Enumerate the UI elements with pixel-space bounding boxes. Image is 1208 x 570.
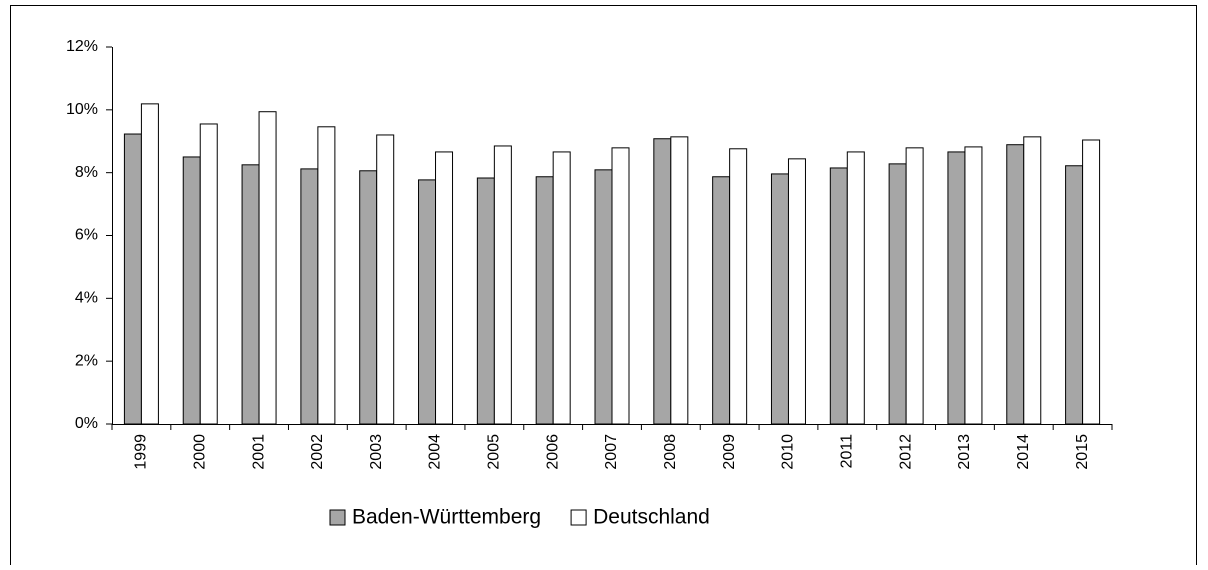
- bar: [199, 123, 218, 425]
- bar: [376, 134, 395, 425]
- x-tick-label: 2007: [603, 434, 620, 470]
- x-tick-label: 2003: [368, 434, 385, 470]
- x-tick-label: 2005: [486, 434, 503, 470]
- bar: [1082, 139, 1101, 425]
- bar: [1023, 136, 1042, 425]
- bar: [123, 133, 142, 425]
- x-tick-label: 2001: [250, 434, 267, 470]
- x-tick-label: 2000: [191, 434, 208, 470]
- y-tick-label: 8%: [75, 164, 98, 181]
- bar: [258, 111, 277, 425]
- x-tick-label: 2011: [839, 434, 856, 469]
- bar: [535, 176, 554, 425]
- bar: [905, 147, 924, 425]
- bar: [947, 151, 966, 425]
- x-tick-label: 2015: [1074, 434, 1091, 470]
- bar: [1065, 165, 1084, 425]
- bar: [670, 136, 689, 425]
- bar: [1006, 144, 1025, 425]
- bar: [552, 151, 571, 425]
- y-tick-label: 6%: [75, 227, 98, 244]
- x-tick-label: 2012: [897, 434, 914, 470]
- x-tick-label: 2009: [721, 434, 738, 470]
- x-tick-label: 2014: [1015, 434, 1032, 470]
- bar: [712, 176, 731, 425]
- legend-label: Baden-Württemberg: [352, 506, 541, 529]
- bar: [846, 151, 865, 425]
- bar: [653, 138, 672, 425]
- bar: [317, 126, 336, 425]
- y-tick-label: 10%: [66, 101, 98, 118]
- bar: [241, 164, 260, 425]
- legend-label: Deutschland: [593, 506, 710, 529]
- bar: [964, 146, 983, 425]
- chart-frame: [10, 5, 1197, 565]
- x-tick-label: 1999: [133, 434, 150, 470]
- x-tick-label: 2010: [780, 434, 797, 470]
- bar: [594, 169, 613, 425]
- x-tick-label: 2006: [544, 434, 561, 470]
- bar: [770, 173, 789, 425]
- x-tick-label: 2004: [427, 434, 444, 470]
- x-tick-label: 2008: [662, 434, 679, 470]
- bar: [787, 158, 806, 425]
- bar: [829, 167, 848, 425]
- x-tick-label: 2002: [309, 434, 326, 470]
- bar: [182, 156, 201, 425]
- bar: [435, 151, 454, 425]
- bar: [476, 177, 495, 425]
- bar: [359, 170, 378, 425]
- bar: [300, 168, 319, 425]
- y-tick-label: 2%: [75, 352, 98, 369]
- bar: [611, 147, 630, 425]
- bar: [493, 145, 512, 425]
- bar: [140, 103, 159, 425]
- bar: [888, 163, 907, 425]
- bar: [418, 179, 437, 425]
- bar: [729, 148, 748, 425]
- y-tick-label: 4%: [75, 290, 98, 307]
- y-tick-label: 0%: [75, 415, 98, 432]
- x-tick-label: 2013: [956, 434, 973, 470]
- y-tick-label: 12%: [66, 38, 98, 55]
- legend-swatch: [329, 509, 346, 526]
- legend-swatch: [570, 509, 587, 526]
